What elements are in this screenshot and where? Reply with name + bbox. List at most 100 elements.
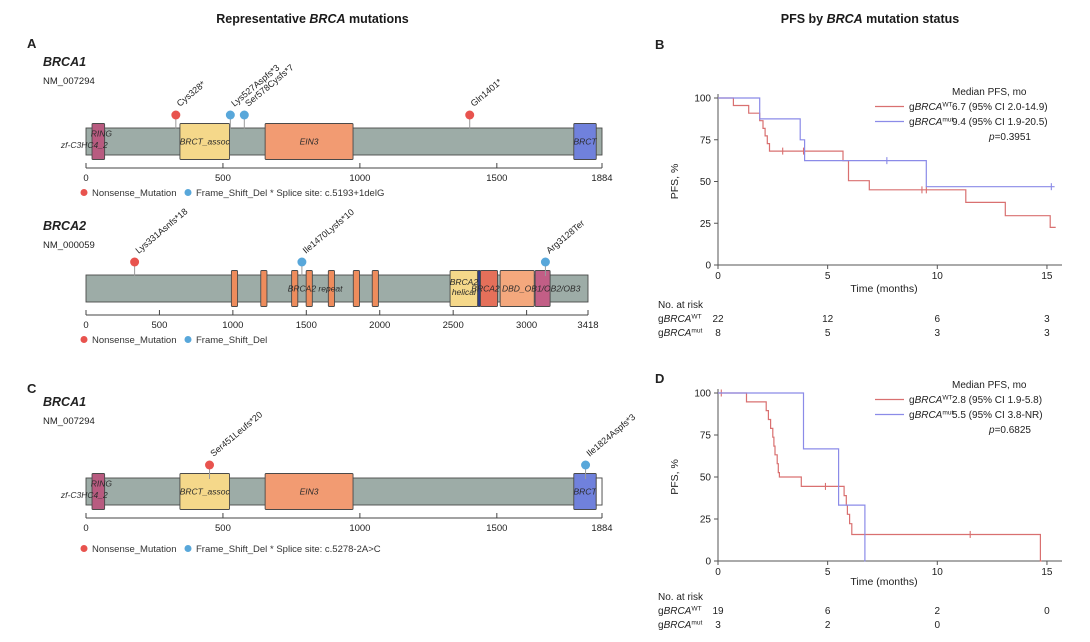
svg-text:500: 500 [215, 523, 231, 534]
km-legend: Median PFS, mo gBRCAWT 6.7 (95% CI 2.0-14.… [875, 87, 1048, 143]
svg-text:BRCA2: BRCA2 [450, 277, 479, 287]
svg-text:Frame_Shift_Del: Frame_Shift_Del [196, 544, 267, 555]
svg-text:gBRCAWT: gBRCAWT [658, 314, 702, 326]
svg-text:gBRCAmut: gBRCAmut [909, 117, 954, 129]
mutation-gln1401x: Gln1401* [465, 76, 504, 129]
svg-text:BRCA1: BRCA1 [43, 55, 86, 69]
svg-text:5: 5 [825, 271, 831, 282]
domain-block [291, 270, 299, 307]
left-figure-title: Representative BRCA mutations [0, 12, 625, 26]
svg-text:5.5 (95% CI 3.8-NR): 5.5 (95% CI 3.8-NR) [952, 410, 1043, 421]
gene-bar-end-cap [595, 477, 603, 506]
svg-text:15: 15 [1041, 271, 1053, 282]
domain-brct [573, 123, 597, 160]
svg-text:Nonsense_Mutation: Nonsense_Mutation [92, 188, 177, 199]
svg-text:3000: 3000 [516, 320, 537, 331]
svg-text:2.8 (95% CI 1.9-5.8): 2.8 (95% CI 1.9-5.8) [952, 395, 1042, 406]
svg-text:PFS, %: PFS, % [669, 164, 681, 200]
legend-nonsense-dot [80, 336, 88, 343]
svg-text:EIN3: EIN3 [300, 487, 319, 497]
svg-text:0: 0 [705, 557, 711, 568]
svg-text:3: 3 [1044, 314, 1050, 325]
svg-text:BRCA2 DBD_OB1/OB2/OB3: BRCA2 DBD_OB1/OB2/OB3 [471, 284, 580, 294]
svg-text:2000: 2000 [369, 320, 390, 331]
km-plot: 0 25 50 75 100 0 5 10 15 PFS, % Time (months) Media… [658, 380, 1062, 631]
svg-text:Lys331Asnfs*18: Lys331Asnfs*18 [133, 206, 189, 255]
svg-text:1000: 1000 [222, 320, 243, 331]
svg-text:6: 6 [825, 606, 831, 617]
panel-d-svg: D 0 25 50 75 100 0 5 10 15 PFS, % Time (months) Medi… [655, 371, 1062, 631]
panel-b-svg: B 0 25 50 75 100 0 5 10 15 PFS, % Time (months) Medi… [655, 37, 1062, 340]
svg-text:Nonsense_Mutation: Nonsense_Mutation [92, 335, 177, 346]
svg-text:75: 75 [700, 135, 712, 146]
domain-ring [91, 123, 106, 160]
km-curve-mut [718, 392, 866, 562]
mutation-cys328x: Cys328* [171, 79, 208, 129]
svg-text:0: 0 [935, 620, 941, 631]
svg-text:500: 500 [215, 173, 231, 184]
svg-text:1500: 1500 [296, 320, 317, 331]
mutation-dot-blue [581, 460, 591, 470]
svg-text:Cys328*: Cys328* [175, 79, 208, 109]
panel-c-lollipop-plot: C BRCA1 NM_007294 RING zf-C3HC4_2 BRCT_assoc E… [18, 380, 648, 590]
svg-text:5: 5 [825, 328, 831, 339]
svg-text:50: 50 [700, 177, 712, 188]
svg-text:Ile1824Aspfs*3: Ile1824Aspfs*3 [584, 412, 637, 459]
svg-text:EIN3: EIN3 [300, 137, 319, 147]
svg-text:Time (months): Time (months) [850, 283, 917, 295]
svg-text:3418: 3418 [577, 320, 598, 331]
legend-frameshift-dot [184, 189, 192, 196]
mutation-ile1470lysfsx10: Ile1470Lysfs*10 [297, 207, 356, 276]
svg-text:Gln1401*: Gln1401* [469, 76, 505, 108]
domain-ring [91, 473, 106, 510]
svg-text:25: 25 [700, 515, 712, 526]
svg-text:0: 0 [715, 271, 721, 282]
svg-text:10: 10 [932, 271, 944, 282]
svg-text:1884: 1884 [591, 173, 612, 184]
legend-frameshift-dot [184, 336, 192, 343]
mutation-dot-blue [540, 257, 550, 267]
svg-text:3: 3 [935, 328, 941, 339]
svg-text:Frame_Shift_Del: Frame_Shift_Del [196, 335, 267, 346]
right-title-prefix: PFS by [780, 12, 827, 26]
svg-text:Median PFS, mo: Median PFS, mo [952, 87, 1027, 98]
svg-text:Arg3128Ter: Arg3128Ter [544, 218, 586, 256]
legend-frameshift-dot [184, 545, 192, 552]
svg-text:BRCT: BRCT [573, 487, 597, 497]
domain-block [305, 270, 313, 307]
svg-text:2: 2 [825, 620, 831, 631]
svg-text:0: 0 [83, 320, 88, 331]
svg-text:2500: 2500 [443, 320, 464, 331]
svg-text:0: 0 [715, 567, 721, 578]
domain-block [327, 270, 335, 307]
at-risk-table: No. at risk gBRCAWT 19 6 2 0 gBRCAmut 3 2 0 [658, 592, 1050, 631]
mutation-dot-blue [225, 110, 235, 120]
svg-text:Median PFS, mo: Median PFS, mo [952, 380, 1027, 391]
left-title-prefix: Representative [216, 12, 310, 26]
legend-nonsense-dot [80, 189, 88, 196]
svg-text:25: 25 [700, 219, 712, 230]
svg-text:0: 0 [83, 173, 88, 184]
svg-text:No. at risk: No. at risk [658, 300, 704, 311]
svg-text:zf-C3HC4_2: zf-C3HC4_2 [60, 490, 108, 500]
svg-text:3: 3 [715, 620, 721, 631]
svg-text:0: 0 [705, 261, 711, 272]
svg-text:NM_000059: NM_000059 [43, 240, 95, 251]
svg-text:BRCT: BRCT [573, 137, 597, 147]
km-curve-mut [718, 97, 1055, 191]
svg-text:gBRCAmut: gBRCAmut [658, 328, 703, 340]
svg-text:500: 500 [152, 320, 168, 331]
svg-text:PFS, %: PFS, % [669, 459, 681, 495]
svg-text:C: C [27, 381, 37, 396]
domain-block [230, 270, 239, 307]
mutation-dot-red [171, 110, 181, 120]
svg-text:6: 6 [935, 314, 941, 325]
svg-text:zf-C3HC4_2: zf-C3HC4_2 [60, 140, 108, 150]
svg-text:gBRCAmut: gBRCAmut [658, 620, 703, 632]
svg-text:BRCA1: BRCA1 [43, 395, 86, 409]
